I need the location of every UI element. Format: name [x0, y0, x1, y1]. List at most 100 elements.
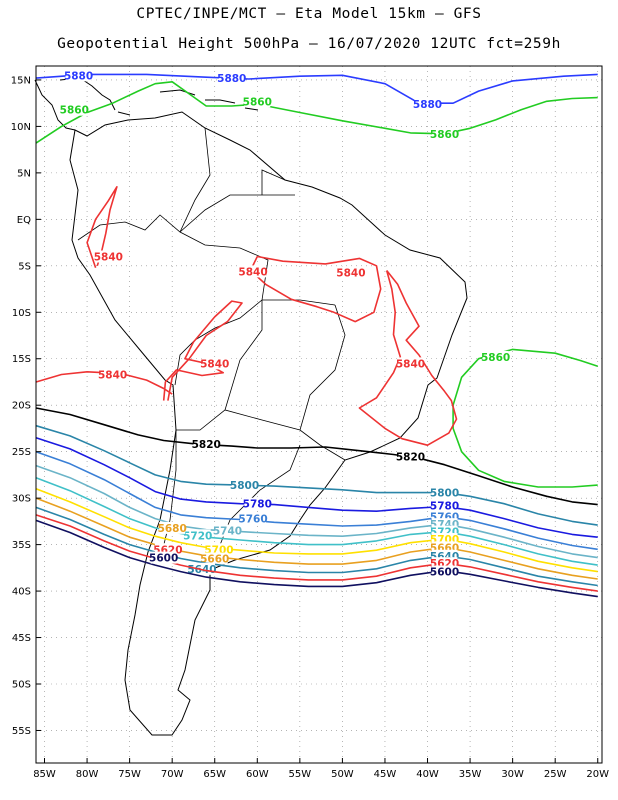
contour-label: 5800 [230, 480, 259, 492]
contour-label-bg [431, 127, 458, 140]
contour-label-bg [431, 486, 458, 499]
contour-label-bg [214, 524, 241, 537]
contour-5720 [35, 476, 598, 566]
contour-label-bg [240, 512, 267, 525]
contour-label-bg [240, 265, 267, 278]
contour-label: 5800 [430, 488, 459, 500]
contour-label-bg [150, 551, 177, 564]
contour-label-bg [482, 350, 509, 363]
contour-5700 [35, 488, 598, 573]
contour-label-bg [244, 95, 271, 108]
contour-label: 5780 [430, 501, 459, 513]
lat-tick-label: 15S [12, 354, 31, 365]
coastlines [34, 77, 468, 736]
south-america-coastline [69, 111, 468, 736]
lat-tick-label: 20S [12, 401, 31, 412]
contour-5840 [249, 255, 382, 323]
contour-label-bg [431, 499, 458, 512]
contour-label: 5600 [149, 553, 178, 565]
lat-tick-label: 5N [17, 168, 31, 179]
contour-label: 5780 [243, 499, 272, 511]
contour-label-bg [201, 552, 228, 565]
contour-label-bg [231, 479, 258, 492]
contour-label: 5600 [430, 567, 459, 579]
chart-subtitle: Geopotential Height 500hPa – 16/07/2020 … [57, 36, 561, 52]
contour-label: 5680 [158, 523, 187, 535]
lon-tick-label: 80W [76, 769, 99, 780]
contour-label-bg [193, 438, 220, 451]
contour-5820 [35, 407, 598, 506]
lat-tick-label: 15N [11, 75, 31, 86]
lon-tick-label: 25W [544, 769, 567, 780]
lat-tick-label: 50S [12, 680, 31, 691]
contour-label: 5860 [481, 352, 510, 364]
lon-tick-label: 30W [501, 769, 524, 780]
contour-label: 5880 [217, 73, 246, 85]
contour-label-bg [61, 103, 88, 116]
contour-label: 5860 [60, 105, 89, 117]
lat-tick-label: 5S [18, 261, 31, 272]
contour-5800 [35, 424, 598, 526]
map-frame [35, 65, 603, 764]
contour-5680 [35, 497, 598, 580]
lon-tick-label: 55W [289, 769, 312, 780]
contour-5880 [35, 73, 598, 104]
contour-5620 [35, 514, 598, 592]
contour-label-bg [201, 357, 228, 370]
lat-tick-label: 45S [12, 633, 31, 644]
contour-label-bg [218, 72, 245, 85]
lat-tick-label: 55S [12, 726, 31, 737]
contour-label-bg [99, 368, 126, 381]
contour-label-bg [337, 266, 364, 279]
country-borders [77, 127, 346, 571]
contour-label-bg [159, 521, 186, 534]
contour-label-bg [397, 357, 424, 370]
contour-5860 [35, 81, 598, 144]
contour-5640 [35, 506, 598, 587]
contour-label: 5820 [192, 439, 221, 451]
lon-tick-label: 45W [374, 769, 397, 780]
lon-tick-label: 35W [459, 769, 482, 780]
lat-tick-label: 25S [12, 447, 31, 458]
contour-5740 [35, 464, 598, 559]
lon-tick-label: 85W [33, 769, 56, 780]
lon-tick-label: 65W [203, 769, 226, 780]
lat-tick-label: 10N [11, 122, 31, 133]
contour-label-bg [414, 98, 441, 111]
contour-label-bg [188, 562, 215, 575]
contour-5600 [35, 519, 598, 598]
contour-label-bg [205, 543, 232, 556]
contour-label: 5760 [238, 514, 267, 526]
contour-label: 5860 [243, 96, 272, 108]
contour-label: 5840 [200, 358, 229, 370]
contour-label-bg [397, 450, 424, 463]
contour-label-bg [244, 497, 271, 510]
contour-label-bg [65, 69, 92, 82]
chart-title: CPTEC/INPE/MCT – Eta Model 15km – GFS [136, 6, 482, 22]
lon-tick-label: 40W [416, 769, 439, 780]
contour-label: 5840 [94, 252, 123, 264]
contour-5760 [35, 450, 598, 551]
graticule [36, 66, 602, 763]
contour-5780 [35, 436, 598, 538]
contour-label-bg [95, 250, 122, 263]
lat-tick-label: 10S [12, 308, 31, 319]
contour-label-bg [431, 565, 458, 578]
contour-label: 5860 [430, 129, 459, 141]
contour-label-bg [184, 529, 211, 542]
contour-5840 [358, 270, 458, 446]
contour-label: 5740 [213, 526, 242, 538]
lat-tick-label: EQ [17, 215, 31, 226]
lon-tick-label: 70W [161, 769, 184, 780]
contour-5840 [86, 186, 118, 268]
contour-label: 5660 [200, 554, 229, 566]
lon-tick-label: 60W [246, 769, 269, 780]
contour-label: 5720 [183, 530, 212, 542]
contour-label: 5820 [396, 451, 425, 463]
contour-5840 [162, 300, 243, 401]
contour-5860 [452, 348, 598, 488]
contour-label: 5840 [98, 370, 127, 382]
contour-label: 5840 [396, 358, 425, 370]
lat-tick-label: 30S [12, 494, 31, 505]
